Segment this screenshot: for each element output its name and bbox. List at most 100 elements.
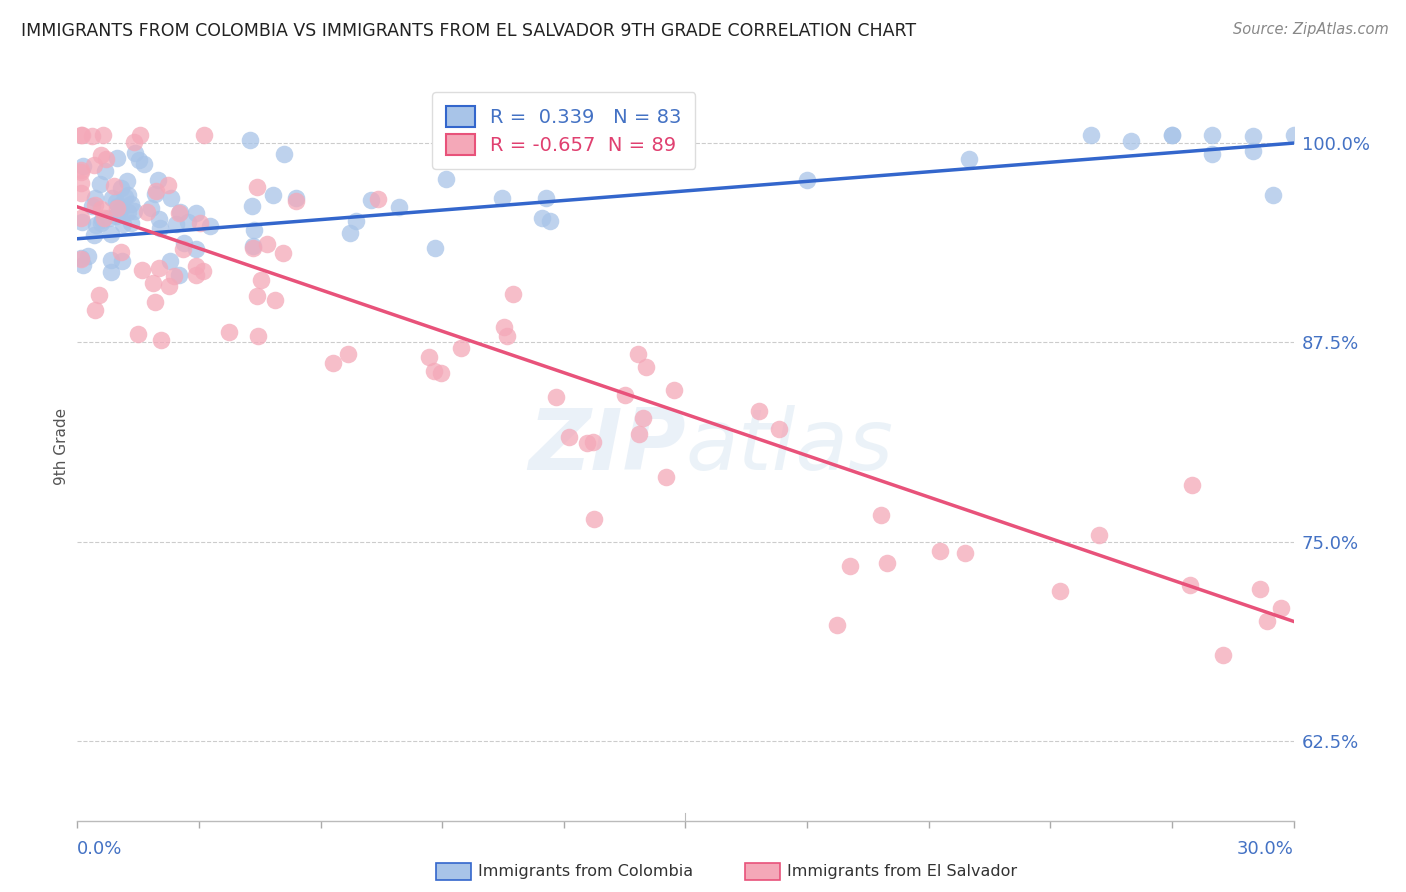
Point [530, 211, 553, 225]
Point [70, 176, 93, 190]
Point [655, 470, 678, 484]
Point [159, 254, 181, 268]
Point [131, 263, 153, 277]
Point [423, 364, 446, 378]
Point [186, 206, 208, 220]
Point [114, 189, 136, 203]
Point [110, 181, 132, 195]
Point [955, 546, 977, 560]
Point [103, 179, 125, 194]
Point [128, 128, 150, 143]
Point [110, 202, 132, 216]
Point [165, 217, 187, 231]
Point [285, 190, 308, 204]
Point [148, 211, 170, 226]
Point [184, 259, 207, 273]
Point [93, 211, 115, 226]
Point [108, 204, 131, 219]
Point [626, 346, 648, 360]
Text: 0.0%: 0.0% [77, 839, 122, 858]
Point [72, 215, 94, 229]
Point [636, 359, 658, 374]
Point [492, 320, 515, 334]
Point [98, 211, 121, 226]
Point [89, 178, 111, 192]
Point [111, 254, 134, 268]
Point [70, 165, 93, 179]
Point [72, 258, 94, 272]
Point [198, 219, 221, 233]
Point [112, 217, 135, 231]
Point [135, 205, 157, 219]
Point [264, 293, 287, 307]
Point [72, 159, 94, 173]
Point [582, 435, 605, 450]
Point [876, 556, 898, 570]
Point [167, 268, 190, 282]
Point [148, 260, 170, 275]
Point [285, 194, 308, 209]
Point [110, 244, 132, 259]
Point [184, 242, 207, 256]
Point [583, 512, 606, 526]
Point [1181, 478, 1204, 492]
Point [262, 188, 284, 202]
Point [534, 191, 557, 205]
Point [70, 128, 93, 142]
Point [273, 147, 295, 161]
Point [429, 366, 451, 380]
Point [70, 186, 93, 201]
Point [117, 205, 139, 219]
Point [339, 226, 361, 240]
Point [1088, 528, 1111, 542]
Point [193, 128, 215, 142]
Point [76, 249, 98, 263]
Point [796, 173, 818, 187]
Point [90, 216, 112, 230]
Point [142, 277, 165, 291]
Point [193, 264, 215, 278]
Point [425, 242, 447, 256]
Point [633, 411, 655, 425]
Point [1263, 188, 1285, 202]
Point [86, 218, 108, 232]
Y-axis label: 9th Grade: 9th Grade [53, 408, 69, 484]
Point [83, 158, 105, 172]
Point [128, 153, 150, 168]
Point [117, 187, 139, 202]
Point [163, 269, 186, 284]
Point [146, 173, 169, 187]
Point [957, 152, 980, 166]
Point [1201, 128, 1223, 142]
Point [1212, 648, 1234, 662]
Point [1256, 614, 1278, 628]
Point [90, 147, 112, 161]
Point [1161, 128, 1184, 142]
Point [167, 206, 190, 220]
Text: IMMIGRANTS FROM COLOMBIA VS IMMIGRANTS FROM EL SALVADOR 9TH GRADE CORRELATION CH: IMMIGRANTS FROM COLOMBIA VS IMMIGRANTS F… [21, 22, 917, 40]
Point [256, 236, 278, 251]
Point [1282, 128, 1305, 142]
Point [1270, 600, 1292, 615]
Point [614, 387, 637, 401]
Point [1161, 128, 1184, 142]
Point [388, 200, 411, 214]
Point [120, 197, 142, 211]
Point [360, 193, 382, 207]
Point [1080, 128, 1102, 142]
Point [87, 288, 110, 302]
Text: 30.0%: 30.0% [1237, 839, 1294, 858]
Point [83, 191, 105, 205]
Point [1249, 582, 1271, 596]
Point [929, 543, 952, 558]
Point [124, 135, 146, 149]
Point [169, 204, 191, 219]
Point [143, 295, 166, 310]
Point [120, 216, 142, 230]
Point [70, 252, 93, 266]
Point [538, 214, 561, 228]
Point [100, 265, 122, 279]
Point [100, 253, 122, 268]
Point [107, 199, 129, 213]
Text: Immigrants from Colombia: Immigrants from Colombia [478, 864, 693, 879]
